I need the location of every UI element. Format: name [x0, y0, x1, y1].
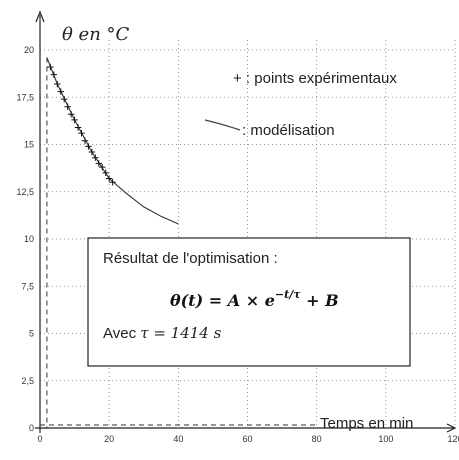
- experimental-points: [47, 63, 116, 186]
- model-line: [46, 57, 179, 225]
- legend-model-label: : modélisation: [242, 122, 335, 139]
- x-tick-label: 60: [242, 434, 252, 444]
- data-point: [47, 63, 54, 71]
- x-tick-labels: 0 20 40 60 80 100 120: [37, 434, 459, 444]
- x-tick-label: 100: [378, 434, 393, 444]
- y-axis-arrow: [35, 10, 45, 23]
- data-point: [95, 160, 102, 167]
- data-point: [102, 169, 109, 177]
- legend-model-swatch: [204, 119, 241, 131]
- data-point: [109, 179, 116, 186]
- y-tick-label: 10: [24, 234, 34, 244]
- data-point: [88, 148, 96, 156]
- data-point: [64, 103, 71, 110]
- data-point: [78, 129, 85, 137]
- y-tick-label: 17,5: [16, 92, 34, 102]
- x-tick-label: 80: [312, 434, 322, 444]
- data-point: [92, 154, 99, 161]
- x-tick-label: 40: [173, 434, 183, 444]
- x-tick-label: 20: [104, 434, 114, 444]
- optimisation-title: Résultat de l'optimisation :: [103, 250, 278, 267]
- y-tick-label: 0: [29, 423, 34, 433]
- data-point: [85, 143, 92, 150]
- y-tick-labels: 0 2,5 5 7,5 10 12,5 15 17,5 20: [16, 45, 34, 433]
- data-point: [99, 163, 106, 171]
- x-axis-label: Temps en min: [320, 415, 413, 432]
- y-tick-label: 15: [24, 140, 34, 150]
- data-point: [74, 124, 82, 131]
- optimisation-box: [87, 237, 411, 367]
- data-point: [54, 80, 61, 88]
- axes: [35, 10, 457, 433]
- optimisation-formula: θ(t) = A × e−t/τ + B: [170, 288, 339, 310]
- tau-line: Avec τ = 1414 s: [103, 324, 222, 342]
- y-axis-label: θ en °C: [62, 24, 130, 45]
- x-tick-label: 120: [447, 434, 459, 444]
- y-tick-label: 2,5: [21, 376, 34, 386]
- data-point: [67, 111, 75, 118]
- grid: [40, 40, 456, 428]
- x-axis-arrow: [446, 423, 457, 433]
- y-tick-label: 12,5: [16, 187, 34, 197]
- data-point: [105, 175, 113, 182]
- guide-lines: [40, 57, 317, 428]
- data-point: [57, 88, 64, 95]
- data-point: [61, 95, 68, 103]
- x-tick-label: 0: [37, 434, 42, 444]
- data-point: [81, 137, 89, 144]
- y-tick-label: 20: [24, 45, 34, 55]
- legend-points-label: + : points expérimentaux: [233, 70, 397, 87]
- data-point: [50, 71, 58, 78]
- y-tick-label: 7,5: [21, 281, 34, 291]
- y-tick-label: 5: [29, 329, 34, 339]
- model-curve: [46, 57, 179, 225]
- data-point: [71, 116, 78, 124]
